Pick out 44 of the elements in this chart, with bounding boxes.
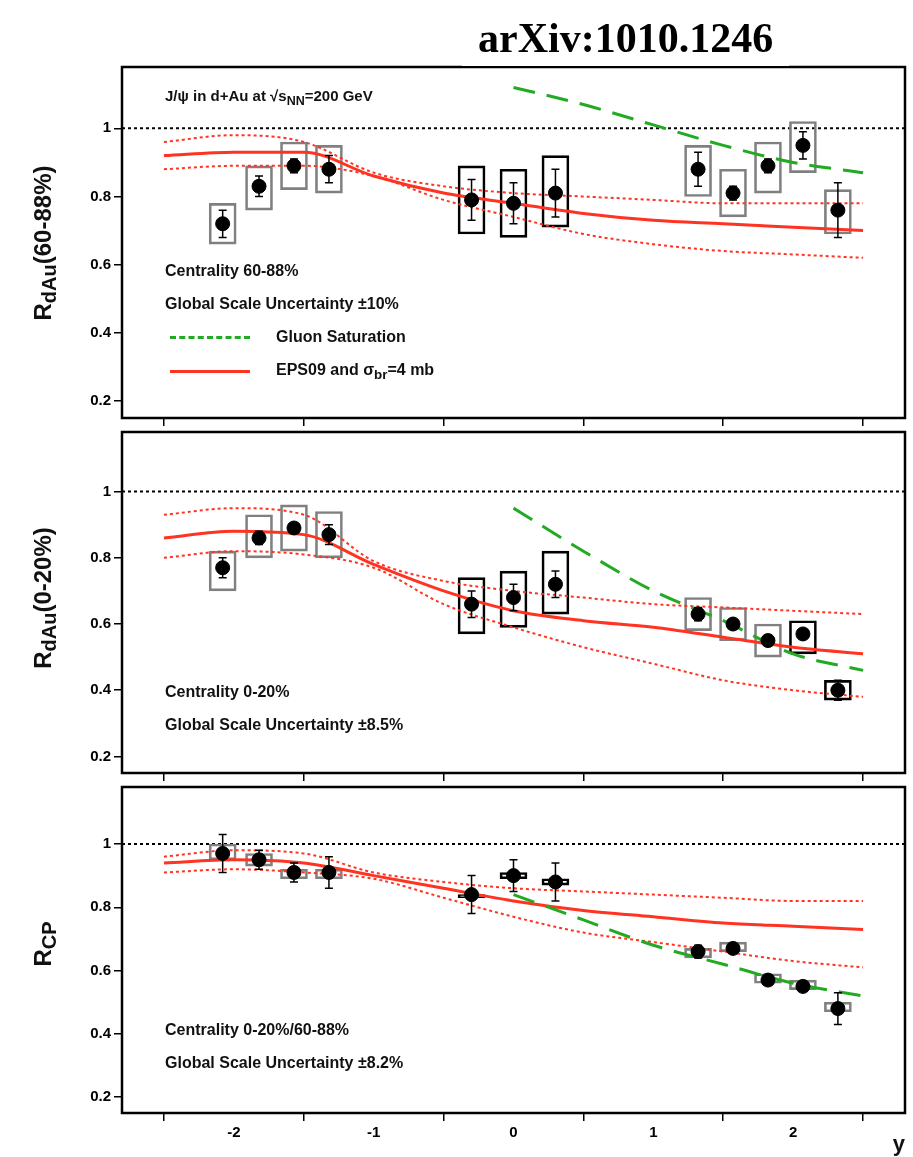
y-tick-label: 1 bbox=[102, 481, 111, 499]
point bbox=[725, 940, 741, 956]
x-tick-label: -1 bbox=[367, 1123, 381, 1141]
legend-label: Gluon Saturation bbox=[276, 328, 406, 346]
y-tick-label: 0.8 bbox=[90, 897, 111, 915]
point bbox=[215, 845, 231, 861]
point bbox=[506, 868, 521, 884]
x-tick-label: 1 bbox=[649, 1123, 658, 1141]
x-axis-title: y bbox=[892, 1131, 905, 1157]
text: arXiv:1010.1246 bbox=[462, 10, 790, 66]
annotation: Centrality 0-20%/60-88% bbox=[165, 1021, 350, 1039]
line-series bbox=[512, 506, 865, 672]
y-tick-label: 0.4 bbox=[90, 680, 112, 698]
y-tick-label: 0.2 bbox=[90, 746, 111, 764]
point bbox=[464, 192, 480, 208]
x-tick-label: 2 bbox=[788, 1123, 798, 1141]
y-tick-label: 0.8 bbox=[90, 186, 111, 204]
annotation: Global Scale Uncertainty ±10% bbox=[165, 295, 399, 313]
y-tick-label: 0.4 bbox=[90, 1024, 112, 1042]
x-tick-label: -2 bbox=[227, 1123, 241, 1141]
annotation: Centrality 60-88% bbox=[165, 262, 299, 280]
annotation: Centrality 0-20% bbox=[165, 683, 290, 701]
point bbox=[547, 185, 563, 201]
y-tick-label: 1 bbox=[102, 118, 111, 136]
y-tick-label: 0.6 bbox=[90, 254, 111, 272]
line-series bbox=[512, 85, 865, 175]
point bbox=[506, 195, 521, 211]
y-tick-label: 0.6 bbox=[90, 960, 111, 978]
annotation: Global Scale Uncertainty ±8.5% bbox=[165, 716, 404, 734]
y-tick-label: 0.6 bbox=[90, 614, 111, 632]
bar bbox=[541, 550, 570, 615]
annotation: Global Scale Uncertainty ±8.2% bbox=[165, 1054, 404, 1072]
point bbox=[547, 874, 563, 890]
y-tick-label: 0.2 bbox=[90, 391, 111, 409]
x-tick-label: 0 bbox=[509, 1123, 518, 1141]
point bbox=[795, 978, 811, 994]
y-tick-label: 0.8 bbox=[90, 547, 111, 565]
y-tick-label: 0.2 bbox=[90, 1087, 111, 1105]
point bbox=[464, 887, 480, 903]
text: J/ψ in d+Au at √s$_{NN}$=200 GeV bbox=[165, 87, 373, 108]
point bbox=[760, 972, 776, 988]
legend-label: EPS09 and σ$_{br}$=4 mb bbox=[276, 361, 435, 383]
y-tick-label: 1 bbox=[102, 834, 111, 852]
y-tick-label: 0.4 bbox=[90, 322, 112, 340]
